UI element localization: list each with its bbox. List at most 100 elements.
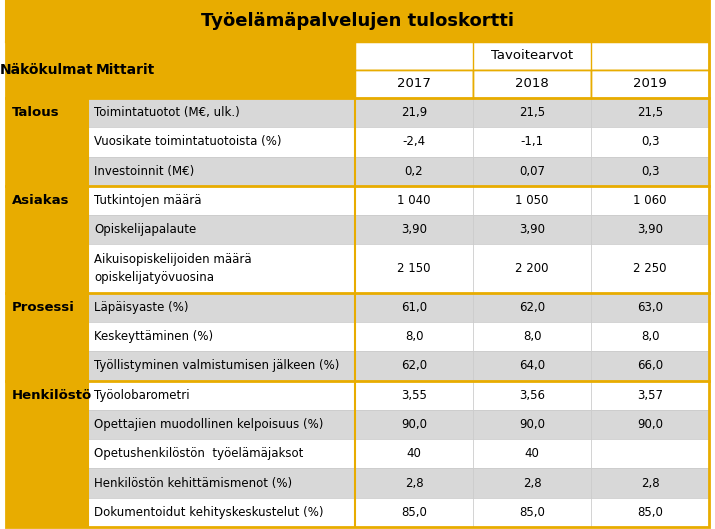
Bar: [591, 98, 709, 127]
Bar: [88, 322, 355, 351]
Text: 2019: 2019: [633, 77, 667, 90]
Bar: [88, 410, 355, 439]
Bar: [473, 186, 591, 215]
Bar: [591, 498, 709, 527]
Text: Keskeyttäminen (%): Keskeyttäminen (%): [94, 330, 213, 343]
Bar: [473, 215, 591, 244]
Bar: [88, 244, 355, 293]
Text: Vuosikate toimintatuotoista (%): Vuosikate toimintatuotoista (%): [94, 135, 282, 149]
Bar: [6, 410, 88, 439]
Bar: [591, 186, 709, 215]
Text: 85,0: 85,0: [401, 506, 427, 519]
Text: 40: 40: [407, 448, 421, 460]
Text: Dokumentoidut kehityskeskustelut (%): Dokumentoidut kehityskeskustelut (%): [94, 506, 323, 519]
Bar: [473, 127, 591, 157]
Bar: [6, 244, 88, 293]
Text: 21,5: 21,5: [637, 106, 663, 119]
Bar: [591, 322, 709, 351]
Bar: [591, 70, 709, 98]
Text: 0,3: 0,3: [641, 165, 659, 178]
Text: 64,0: 64,0: [519, 360, 545, 372]
Bar: [355, 498, 473, 527]
Text: 90,0: 90,0: [637, 418, 663, 431]
Bar: [88, 439, 355, 469]
Bar: [473, 439, 591, 469]
Bar: [355, 42, 709, 70]
Bar: [6, 498, 88, 527]
Bar: [88, 498, 355, 527]
Text: 8,0: 8,0: [641, 330, 659, 343]
Bar: [591, 410, 709, 439]
Text: 3,55: 3,55: [401, 389, 427, 402]
Text: 8,0: 8,0: [405, 330, 423, 343]
Text: Henkilöstön kehittämismenot (%): Henkilöstön kehittämismenot (%): [94, 477, 292, 489]
Bar: [473, 351, 591, 380]
Bar: [355, 293, 473, 322]
Text: 2017: 2017: [397, 77, 431, 90]
Bar: [6, 127, 88, 157]
Text: Työolobarometri: Työolobarometri: [94, 389, 189, 402]
Bar: [88, 469, 355, 498]
Text: Talous: Talous: [12, 106, 59, 119]
Bar: [6, 186, 88, 215]
Text: Opiskelijapalaute: Opiskelijapalaute: [94, 223, 196, 236]
Text: Tutkintojen määrä: Tutkintojen määrä: [94, 194, 202, 207]
Text: 85,0: 85,0: [519, 506, 545, 519]
Bar: [6, 469, 88, 498]
Bar: [6, 380, 88, 410]
Bar: [6, 98, 88, 127]
Text: 0,3: 0,3: [641, 135, 659, 149]
Bar: [88, 157, 355, 186]
Text: 1 040: 1 040: [398, 194, 430, 207]
Bar: [473, 410, 591, 439]
Bar: [88, 293, 355, 322]
Text: 85,0: 85,0: [637, 506, 663, 519]
Text: 3,90: 3,90: [401, 223, 427, 236]
Text: 0,2: 0,2: [405, 165, 423, 178]
Text: Opetushenkilöstön  työelämäjaksot: Opetushenkilöstön työelämäjaksot: [94, 448, 303, 460]
Bar: [591, 439, 709, 469]
Text: 2,8: 2,8: [405, 477, 423, 489]
Bar: [6, 215, 88, 244]
Text: 63,0: 63,0: [637, 301, 663, 314]
Bar: [355, 380, 473, 410]
Bar: [591, 215, 709, 244]
Bar: [473, 498, 591, 527]
Bar: [473, 98, 591, 127]
Text: 21,9: 21,9: [401, 106, 427, 119]
Bar: [355, 186, 473, 215]
Bar: [88, 380, 355, 410]
Bar: [591, 157, 709, 186]
Bar: [473, 293, 591, 322]
Text: Opettajien muodollinen kelpoisuus (%): Opettajien muodollinen kelpoisuus (%): [94, 418, 323, 431]
Text: Prosessi: Prosessi: [12, 301, 75, 314]
Bar: [6, 439, 88, 469]
Bar: [591, 127, 709, 157]
Bar: [355, 351, 473, 380]
Bar: [355, 244, 473, 293]
Text: 21,5: 21,5: [519, 106, 545, 119]
Bar: [6, 0, 709, 42]
Bar: [88, 215, 355, 244]
Bar: [473, 322, 591, 351]
Bar: [591, 293, 709, 322]
Text: 3,56: 3,56: [519, 389, 545, 402]
Bar: [591, 380, 709, 410]
Text: 62,0: 62,0: [519, 301, 545, 314]
Bar: [473, 469, 591, 498]
Text: 3,90: 3,90: [519, 223, 545, 236]
Bar: [6, 42, 88, 98]
Bar: [591, 469, 709, 498]
Text: Toimintatuotot (M€, ulk.): Toimintatuotot (M€, ulk.): [94, 106, 240, 119]
Bar: [355, 469, 473, 498]
Text: -1,1: -1,1: [521, 135, 543, 149]
Bar: [88, 351, 355, 380]
Bar: [591, 244, 709, 293]
Text: Työelämäpalvelujen tuloskortti: Työelämäpalvelujen tuloskortti: [201, 12, 514, 30]
Text: 0,07: 0,07: [519, 165, 545, 178]
Text: Aikuisopiskelijoiden määrä: Aikuisopiskelijoiden määrä: [94, 253, 252, 267]
Text: 61,0: 61,0: [401, 301, 427, 314]
Bar: [355, 215, 473, 244]
Bar: [473, 244, 591, 293]
Bar: [355, 157, 473, 186]
